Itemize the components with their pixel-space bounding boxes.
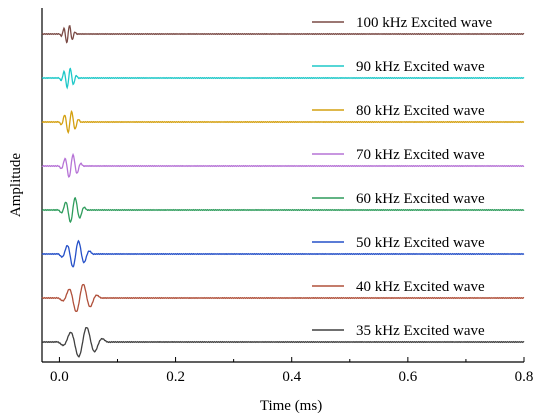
series-line <box>41 239 525 268</box>
legend-label: 50 kHz Excited wave <box>356 235 485 251</box>
series-line <box>41 283 525 313</box>
x-tick-label: 0.6 <box>398 369 417 385</box>
series-line <box>41 109 525 135</box>
series-line <box>41 67 525 90</box>
plot-frame <box>41 8 524 363</box>
y-axis-title: Amplitude <box>8 153 24 218</box>
legend-label: 80 kHz Excited wave <box>356 103 485 119</box>
legend-label: 40 kHz Excited wave <box>356 279 485 295</box>
x-axis-title: Time (ms) <box>260 398 322 414</box>
series-line <box>41 24 525 44</box>
legend-label: 100 kHz Excited wave <box>356 15 493 31</box>
x-tick-label: 0.0 <box>50 369 69 385</box>
series-line <box>41 152 525 178</box>
series-line <box>42 326 525 358</box>
legend: 100 kHz Excited wave 90 kHz Excited wave 8… <box>312 15 493 339</box>
x-tick-label: 0.4 <box>282 369 301 385</box>
legend-label: 70 kHz Excited wave <box>356 147 485 163</box>
x-axis: 0.0 0.2 0.4 0.6 0.8 <box>50 357 533 385</box>
legend-label: 90 kHz Excited wave <box>356 59 485 75</box>
legend-label: 60 kHz Excited wave <box>356 191 485 207</box>
legend-label: 35 kHz Excited wave <box>356 323 485 339</box>
x-tick-label: 0.8 <box>515 369 534 385</box>
series-line <box>41 196 525 224</box>
x-tick-label: 0.2 <box>166 369 185 385</box>
traces <box>41 24 525 358</box>
